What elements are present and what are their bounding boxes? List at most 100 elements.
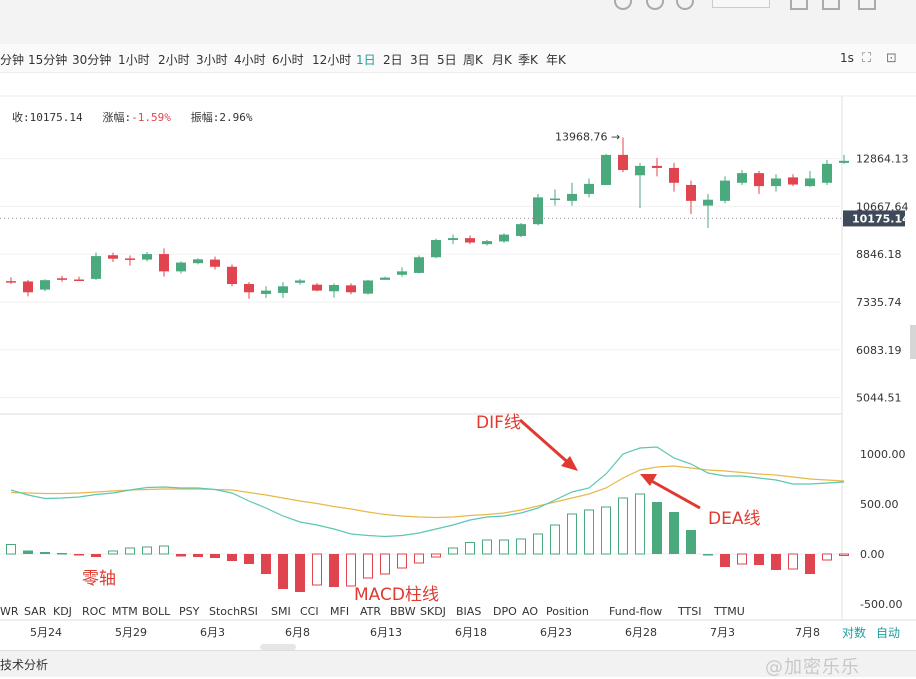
macd-histogram-bar	[771, 554, 781, 570]
indicator-tab-roc[interactable]: ROC	[82, 605, 106, 618]
candle-body	[312, 284, 322, 291]
log-scale-toggle[interactable]: 对数	[842, 625, 866, 640]
interval-14[interactable]: 月K	[492, 53, 512, 67]
expand-icon[interactable]: ⛶	[862, 51, 872, 66]
indicator-tab-mfi[interactable]: MFI	[330, 605, 349, 618]
indicator-tab-boll[interactable]: BOLL	[142, 605, 171, 618]
macd-y-tick: -500.00	[860, 598, 902, 611]
indicator-tab-psy[interactable]: PSY	[179, 605, 200, 618]
indicator-tab-wr[interactable]: WR	[0, 605, 19, 618]
macd-histogram-bar	[346, 553, 356, 587]
interval-2[interactable]: 30分钟	[72, 53, 112, 67]
candle-body	[584, 183, 594, 194]
interval-4[interactable]: 2小时	[158, 53, 190, 67]
macd-histogram-bar	[448, 547, 458, 555]
interval-9[interactable]: 1日	[356, 53, 376, 67]
indicator-tab-position[interactable]: Position	[546, 605, 589, 618]
interval-1[interactable]: 15分钟	[28, 53, 68, 67]
interval-toolbar: 1s ⛶ ⊡ 分钟 15分钟 30分钟 1小时 2小时 3小时 4小时 6小时 12小时 1日 2日…	[0, 44, 916, 73]
unit-selector[interactable]	[712, 0, 770, 8]
candle-body	[40, 280, 50, 290]
candle-body	[295, 280, 305, 283]
macd-histogram-bar	[57, 553, 67, 555]
x-axis-label: 6月18	[455, 626, 487, 639]
interval-6[interactable]: 4小时	[234, 53, 266, 67]
dea-line	[10, 465, 845, 519]
candle-body	[125, 258, 135, 260]
candle-body	[567, 193, 577, 201]
candle-body	[686, 184, 696, 201]
candle-body	[839, 160, 849, 163]
macd-histogram-bar	[91, 554, 101, 557]
candle-body	[618, 154, 628, 171]
indicator-tab-bias[interactable]: BIAS	[456, 605, 481, 618]
layout-icon[interactable]	[822, 0, 840, 10]
indicator-tab-mtm[interactable]: MTM	[112, 605, 138, 618]
interval-13[interactable]: 周K	[463, 53, 483, 67]
last-price-value: 10175.14	[852, 212, 910, 225]
candle-body	[244, 284, 254, 293]
macd-y-tick: 1000.00	[860, 448, 906, 461]
screenshot-icon[interactable]: ⊡	[886, 51, 897, 66]
x-axis-label: 6月28	[625, 626, 657, 639]
candle-body	[754, 173, 764, 187]
indicator-tab-sar[interactable]: SAR	[24, 605, 47, 618]
macd-histogram-bar	[397, 553, 407, 569]
candle-body	[380, 277, 390, 280]
x-axis-label: 7月3	[710, 626, 735, 639]
candle-body	[788, 177, 798, 185]
interval-8[interactable]: 12小时	[312, 53, 352, 67]
fullscreen-icon[interactable]	[858, 0, 876, 10]
candle-body	[822, 163, 832, 183]
tech-analysis-label[interactable]: 技术分析	[0, 658, 49, 672]
interval-15[interactable]: 季K	[518, 53, 538, 67]
indicator-tab-smi[interactable]: SMI	[271, 605, 291, 618]
indicator-tab-bbw[interactable]: BBW	[390, 605, 416, 618]
interval-0[interactable]: 分钟	[0, 53, 25, 67]
interval-right-value[interactable]: 1s	[840, 51, 854, 65]
interval-12[interactable]: 5日	[437, 53, 457, 67]
indicator-tab-ao[interactable]: AO	[522, 605, 538, 618]
window-icon[interactable]	[790, 0, 808, 10]
indicator-tab-cci[interactable]: CCI	[300, 605, 319, 618]
indicator-tab-fund-flow[interactable]: Fund-flow	[609, 605, 662, 618]
indicator-tab-skdj[interactable]: SKDJ	[420, 605, 446, 618]
candle-body	[193, 259, 203, 264]
interval-10[interactable]: 2日	[383, 53, 403, 67]
candle-body	[210, 259, 220, 267]
interval-11[interactable]: 3日	[410, 53, 430, 67]
macd-histogram-bar	[567, 513, 577, 555]
macd-histogram-bar	[601, 506, 611, 555]
x-axis-label: 6月8	[285, 626, 310, 639]
change-label: 涨幅:	[102, 111, 132, 124]
indicator-tab-ttsi[interactable]: TTSI	[677, 605, 701, 618]
candle-body	[57, 278, 67, 280]
candle-body	[805, 178, 815, 187]
candle-body	[499, 234, 509, 242]
candle-body	[108, 255, 118, 259]
indicator-tab-kdj[interactable]: KDJ	[53, 605, 72, 618]
settings-icon[interactable]	[614, 0, 632, 10]
interval-16[interactable]: 年K	[546, 53, 566, 67]
macd-histogram-bar	[244, 554, 254, 564]
interval-3[interactable]: 1小时	[118, 53, 150, 67]
refresh-icon[interactable]	[646, 0, 664, 10]
interval-5[interactable]: 3小时	[196, 53, 228, 67]
side-panel-toggle[interactable]	[910, 325, 916, 359]
price-y-tick: 10667.64	[856, 200, 909, 213]
x-axis-label: 7月8	[795, 626, 820, 639]
macd-histogram-bar	[6, 544, 16, 555]
indicator-tab-ttmu[interactable]: TTMU	[713, 605, 745, 618]
candle-body	[771, 178, 781, 187]
macd-histogram-bar	[431, 553, 441, 558]
indicator-tab-atr[interactable]: ATR	[360, 605, 381, 618]
macd-histogram-bar	[754, 554, 764, 565]
interval-7[interactable]: 6小时	[272, 53, 304, 67]
indicator-tab-stochrsi[interactable]: StochRSI	[209, 605, 258, 618]
close-value: 10175.14	[29, 111, 83, 124]
indicator-tab-dpo[interactable]: DPO	[493, 605, 517, 618]
panel-resize-handle[interactable]	[260, 644, 296, 650]
history-icon[interactable]	[676, 0, 694, 10]
auto-scale-toggle[interactable]: 自动	[876, 626, 900, 640]
